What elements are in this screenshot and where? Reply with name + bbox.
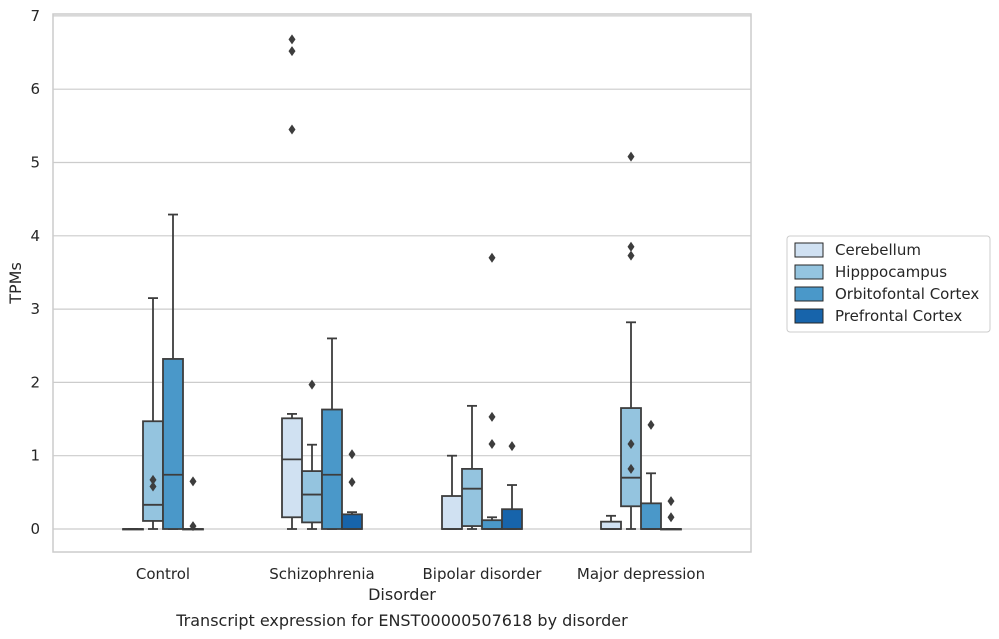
box-orbitofontal-cortex	[640, 419, 662, 530]
outlier-marker	[627, 151, 635, 162]
y-tick-labels: 0 1 2 3 4 5 6 7	[30, 7, 40, 538]
box-body	[341, 513, 363, 530]
legend-label: Orbitofontal Cortex	[835, 285, 979, 303]
box-body	[281, 417, 303, 519]
box-cerebellum	[441, 454, 463, 530]
outlier-marker	[488, 438, 496, 449]
box-orbitofontal-cortex	[162, 213, 184, 530]
box-body	[301, 470, 323, 524]
outlier-marker	[189, 476, 197, 487]
y-tick-label: 0	[30, 520, 40, 538]
box-body	[321, 408, 343, 530]
outlier-marker	[627, 241, 635, 252]
legend-item: Cerebellum	[794, 241, 921, 259]
box-cerebellum	[122, 528, 144, 531]
legend-swatch	[794, 308, 824, 324]
outlier-marker	[288, 124, 296, 135]
x-tick-label: Major depression	[577, 565, 705, 583]
outlier-marker	[488, 411, 496, 422]
outlier-marker	[348, 477, 356, 488]
y-axis-label: TPMs	[6, 262, 25, 305]
box-hipppocampus	[142, 297, 164, 530]
box-prefrontal-cortex	[341, 449, 363, 530]
box-cerebellum	[600, 514, 622, 530]
box-orbitofontal-cortex	[321, 337, 343, 530]
outlier-marker	[348, 449, 356, 460]
legend-item: Hipppocampus	[794, 263, 947, 281]
box-body	[162, 358, 184, 530]
x-tick-label: Bipolar disorder	[423, 565, 543, 583]
legend-swatch	[794, 242, 824, 258]
outlier-marker	[288, 34, 296, 45]
outlier-marker	[627, 250, 635, 261]
legend-label: Cerebellum	[835, 241, 921, 259]
chart-caption: Transcript expression for ENST0000050761…	[175, 611, 628, 630]
outlier-marker	[189, 521, 197, 532]
box-orbitofontal-cortex	[481, 252, 503, 530]
outlier-marker	[627, 463, 635, 474]
box-body	[481, 519, 503, 530]
box-body	[461, 467, 483, 527]
y-tick-label: 7	[30, 7, 40, 25]
legend-label: Prefrontal Cortex	[835, 307, 962, 325]
y-tick-label: 5	[30, 154, 40, 172]
y-tick-label: 4	[30, 227, 40, 245]
legend-item: Orbitofontal Cortex	[794, 285, 979, 303]
y-tick-label: 2	[30, 373, 40, 391]
x-tick-label: Schizophrenia	[269, 565, 374, 583]
x-tick-label: Control	[136, 565, 190, 583]
outlier-marker	[149, 474, 157, 485]
outlier-marker	[488, 252, 496, 263]
outlier-marker	[508, 441, 516, 452]
outlier-marker	[627, 438, 635, 449]
box-prefrontal-cortex	[660, 496, 682, 531]
box-hipppocampus	[461, 404, 483, 530]
outlier-marker	[667, 496, 675, 507]
legend-label: Hipppocampus	[835, 263, 947, 281]
legend-frame	[786, 235, 991, 333]
legend-item: Prefrontal Cortex	[794, 307, 962, 325]
box-hipppocampus	[620, 151, 642, 530]
legend-swatch	[794, 286, 824, 302]
box-body	[441, 495, 463, 530]
outlier-marker	[308, 379, 316, 390]
outlier-marker	[149, 481, 157, 492]
y-tick-label: 6	[30, 80, 40, 98]
box-prefrontal-cortex	[182, 476, 204, 532]
legend-swatch	[794, 264, 824, 280]
y-tick-label: 1	[30, 447, 40, 465]
x-axis-label: Disorder	[368, 585, 436, 604]
box-cerebellum	[281, 34, 303, 530]
box-prefrontal-cortex	[501, 441, 523, 530]
boxes	[122, 34, 682, 532]
box-body	[640, 502, 662, 530]
outlier-marker	[667, 512, 675, 523]
box-body	[142, 420, 164, 522]
box-body	[620, 407, 642, 508]
box-body	[501, 508, 523, 530]
outlier-marker	[288, 46, 296, 57]
x-tick-labels: Control Schizophrenia Bipolar disorder Majo…	[136, 565, 705, 583]
y-tick-label: 3	[30, 300, 40, 318]
legend: Cerebellum Hipppocampus Orbitofontal Corte…	[786, 235, 991, 333]
box-body	[600, 520, 622, 530]
outlier-marker	[647, 419, 655, 430]
